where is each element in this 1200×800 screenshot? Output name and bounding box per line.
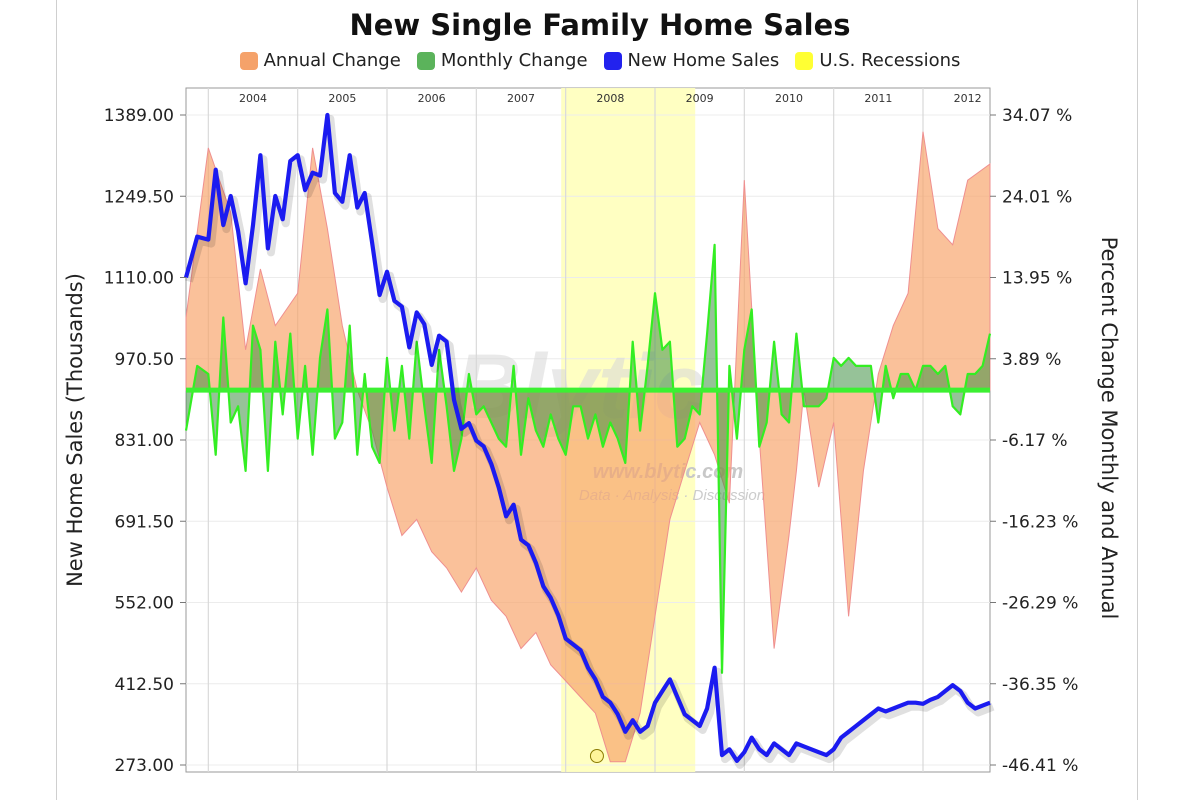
y2-tick-label: -16.23 %: [1002, 512, 1078, 532]
legend-swatch: [416, 51, 435, 70]
legend-swatch: [603, 51, 622, 70]
legend-swatch: [795, 51, 814, 70]
legend-label: Monthly Change: [440, 50, 588, 71]
y-tick-label: 1389.00: [104, 106, 174, 126]
chart-title: New Single Family Home Sales: [349, 8, 851, 42]
year-label: 2012: [954, 92, 982, 105]
y-tick-label: 1110.00: [104, 269, 174, 289]
year-label: 2011: [864, 92, 892, 105]
legend-item[interactable]: Monthly Change: [416, 50, 588, 71]
year-label: 2010: [775, 92, 803, 105]
year-label: 2004: [239, 92, 267, 105]
y-tick-label: 1249.50: [104, 187, 174, 207]
y2-tick-label: 34.07 %: [1002, 106, 1072, 126]
y2-tick-label: 13.95 %: [1002, 269, 1072, 289]
y2-tick-label: 3.89 %: [1002, 350, 1061, 370]
series-new-home-sales-line: [183, 112, 991, 763]
y-tick-label: 831.00: [115, 431, 174, 451]
legend-label: New Home Sales: [627, 50, 780, 71]
year-label: 2007: [507, 92, 535, 105]
year-label: 2009: [686, 92, 714, 105]
legend-item[interactable]: New Home Sales: [603, 50, 780, 71]
year-label: 2005: [328, 92, 356, 105]
y2-tick-label: -6.17 %: [1002, 431, 1068, 451]
series-annual-change-area: [185, 131, 991, 763]
y-tick-label: 273.00: [115, 756, 174, 776]
y2-axis-title: Percent Change Monthly and Annual: [1097, 237, 1121, 620]
y2-tick-label: -36.35 %: [1002, 675, 1078, 695]
series-monthly-change-line: [184, 243, 992, 674]
legend: Annual Change Monthly Change New Home Sale…: [0, 50, 1200, 71]
chart-frame: [56, 0, 1138, 800]
recession-marker: [589, 749, 604, 763]
y2-tick-label: -26.29 %: [1002, 594, 1078, 614]
legend-label: U.S. Recessions: [819, 50, 961, 71]
legend-label: Annual Change: [263, 50, 401, 71]
y-tick-label: 970.50: [115, 350, 174, 370]
year-label: 2008: [596, 92, 624, 105]
y-tick-label: 552.00: [115, 594, 174, 614]
legend-item[interactable]: Annual Change: [239, 50, 401, 71]
y-tick-label: 412.50: [115, 675, 174, 695]
y2-tick-label: 24.01 %: [1002, 187, 1072, 207]
legend-swatch: [239, 51, 258, 70]
legend-item[interactable]: U.S. Recessions: [795, 50, 960, 71]
y2-tick-label: -46.41 %: [1002, 756, 1078, 776]
year-label: 2006: [418, 92, 446, 105]
y-tick-label: 691.50: [115, 512, 174, 532]
y-axis-title: New Home Sales (Thousands): [63, 273, 87, 587]
recession-marker-circle: [589, 749, 604, 763]
